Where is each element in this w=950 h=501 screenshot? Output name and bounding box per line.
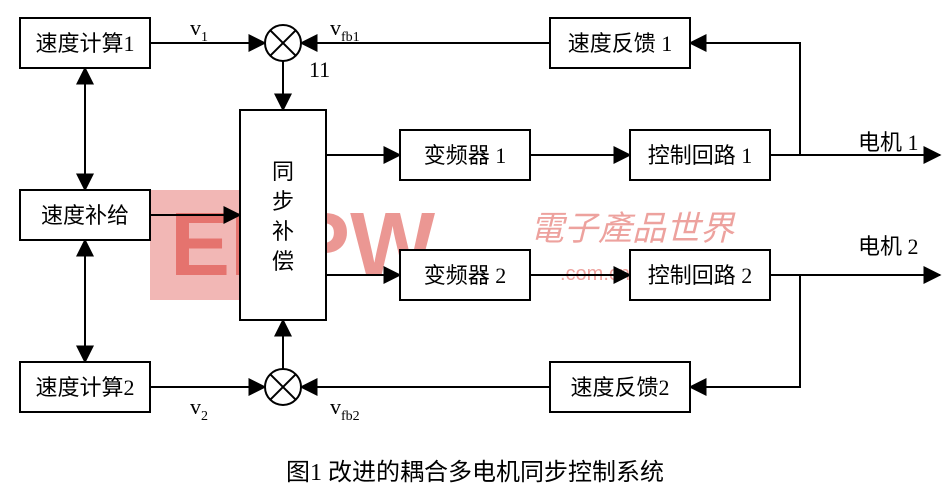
sum-label-sum_1: 11 bbox=[309, 57, 330, 82]
node-label-sync_comp-2: 补 bbox=[272, 219, 294, 244]
watermark-site: 電子產品世界 bbox=[530, 211, 736, 248]
signal-motor1: 电机 1 bbox=[858, 130, 919, 155]
node-label-inverter_1: 变频器 1 bbox=[424, 143, 507, 168]
node-label-sync_comp-3: 偿 bbox=[272, 249, 294, 274]
signal-vfb2: vfb2 bbox=[330, 394, 360, 424]
signal-v1: v1 bbox=[190, 15, 208, 45]
node-label-speed_calc_1: 速度计算1 bbox=[35, 31, 134, 56]
node-label-inverter_2: 变频器 2 bbox=[424, 263, 507, 288]
figure-caption: 图1 改进的耦合多电机同步控制系统 bbox=[286, 459, 664, 486]
node-label-ctrl_loop_1: 控制回路 1 bbox=[648, 143, 753, 168]
edges-layer bbox=[85, 43, 940, 387]
node-label-speed_calc_2: 速度计算2 bbox=[35, 375, 134, 400]
node-label-ctrl_loop_2: 控制回路 2 bbox=[648, 263, 753, 288]
node-label-speed_fb_2: 速度反馈2 bbox=[570, 375, 669, 400]
node-label-speed_supply: 速度补给 bbox=[41, 203, 129, 228]
node-label-speed_fb_1: 速度反馈 1 bbox=[568, 31, 673, 56]
node-sync_comp bbox=[240, 110, 326, 320]
diagram-canvas: EEPW 電子產品世界 .com.cn 速度计算1速度补给速度计算2同步补偿变频… bbox=[0, 0, 950, 501]
signal-motor2: 电机 2 bbox=[858, 234, 919, 259]
signal-v2: v2 bbox=[190, 394, 208, 424]
signal-vfb1: vfb1 bbox=[330, 15, 360, 45]
node-label-sync_comp-0: 同 bbox=[272, 159, 294, 184]
node-label-sync_comp-1: 步 bbox=[272, 189, 294, 214]
